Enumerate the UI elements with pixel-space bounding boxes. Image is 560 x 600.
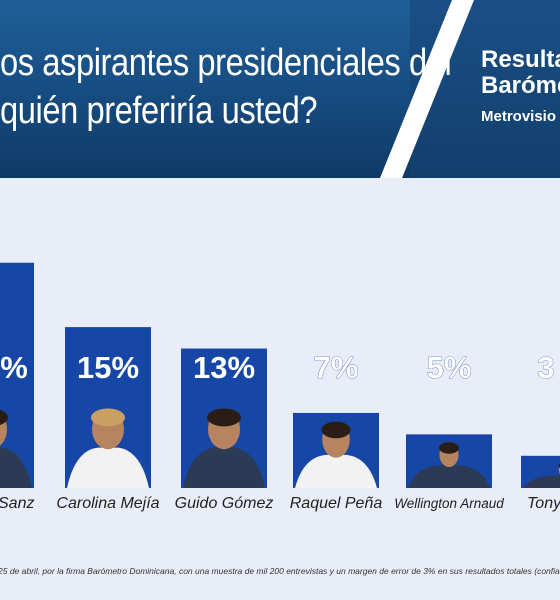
candidate-photo (0, 409, 32, 488)
candidate-photo (295, 421, 377, 488)
category-label-3: Raquel Peña (290, 495, 383, 512)
value-label-4: 5% (427, 350, 472, 385)
barometer-label: Baróme (481, 72, 560, 99)
value-label-0: % (0, 350, 28, 385)
bar-chart: % Sanz 15% Carolina Mejía 13% Guido Gómez 7% Ra… (0, 262, 560, 512)
category-label-0: Sanz (0, 495, 34, 512)
category-label-2: Guido Gómez (175, 495, 274, 512)
category-label-4: Wellington Arnaud (394, 496, 504, 511)
results-label: Resulta (481, 46, 560, 73)
question-line-2: quién preferiría usted? (0, 90, 318, 132)
source-label: Metrovisio (481, 108, 557, 125)
value-label-3: 7% (314, 350, 359, 385)
value-label-1: 15% (77, 350, 139, 385)
candidate-photo (183, 408, 265, 488)
category-label-1: Carolina Mejía (56, 495, 159, 512)
question-line-1: os aspirantes presidenciales del (0, 42, 452, 84)
footnote: 25 de abril, por la firma Barómetro Domi… (0, 566, 560, 576)
header-banner: os aspirantes presidenciales del quién p… (0, 0, 560, 178)
candidate-photo (408, 442, 490, 488)
value-label-5: 3 (537, 350, 554, 385)
value-label-2: 13% (193, 350, 255, 385)
candidate-photo (67, 408, 149, 488)
category-label-5: Tony (527, 495, 560, 512)
divider-slash (380, 0, 474, 178)
